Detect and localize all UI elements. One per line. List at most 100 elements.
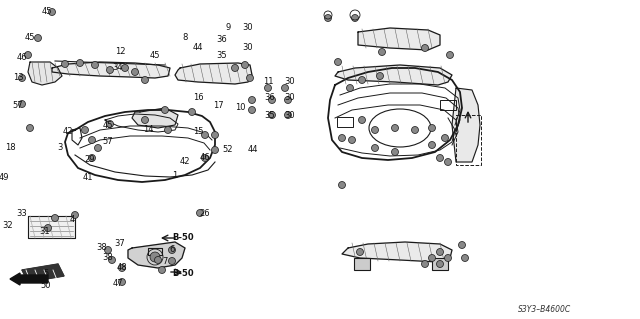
Circle shape: [168, 257, 175, 264]
Circle shape: [106, 66, 113, 73]
Text: 46: 46: [200, 153, 211, 162]
Circle shape: [429, 255, 435, 262]
Polygon shape: [132, 108, 178, 128]
Text: 33: 33: [17, 209, 28, 218]
Circle shape: [159, 266, 166, 273]
Circle shape: [339, 135, 346, 142]
Text: 38: 38: [102, 254, 113, 263]
Circle shape: [88, 137, 95, 144]
Circle shape: [118, 264, 125, 271]
Text: 37: 37: [115, 240, 125, 249]
Circle shape: [122, 64, 129, 71]
Bar: [354, 258, 370, 270]
Circle shape: [150, 252, 160, 262]
Text: 45: 45: [150, 51, 160, 61]
Circle shape: [161, 107, 168, 114]
Circle shape: [378, 48, 385, 56]
Circle shape: [349, 137, 355, 144]
Circle shape: [24, 51, 31, 58]
Polygon shape: [452, 88, 480, 162]
Text: 26: 26: [200, 209, 211, 218]
Circle shape: [109, 256, 115, 263]
Text: 30: 30: [285, 78, 295, 86]
Circle shape: [356, 249, 364, 256]
Text: B-50: B-50: [172, 233, 194, 241]
Text: 1: 1: [172, 170, 178, 180]
Bar: [440, 100, 456, 110]
Circle shape: [19, 75, 26, 81]
Text: 18: 18: [4, 144, 15, 152]
Circle shape: [19, 100, 26, 108]
Text: 50: 50: [41, 281, 51, 291]
Text: 31: 31: [40, 227, 51, 236]
Circle shape: [81, 127, 88, 133]
Text: S3Y3–B4600C: S3Y3–B4600C: [518, 306, 572, 315]
Text: 45: 45: [42, 8, 52, 17]
Text: 52: 52: [223, 145, 233, 154]
Circle shape: [49, 9, 56, 16]
Text: 7: 7: [163, 256, 168, 265]
Circle shape: [232, 64, 239, 71]
Text: 12: 12: [115, 48, 125, 56]
Circle shape: [351, 14, 358, 21]
Circle shape: [458, 241, 465, 249]
Circle shape: [436, 249, 444, 256]
Circle shape: [445, 159, 451, 166]
Text: 17: 17: [212, 101, 223, 110]
Text: 30: 30: [243, 43, 253, 53]
Text: 8: 8: [182, 33, 188, 42]
Text: 6: 6: [170, 244, 175, 254]
Circle shape: [285, 112, 291, 118]
Circle shape: [358, 77, 365, 84]
Circle shape: [392, 149, 399, 155]
Circle shape: [168, 247, 175, 254]
Text: 4: 4: [69, 214, 75, 224]
Circle shape: [371, 145, 378, 152]
Circle shape: [72, 211, 79, 219]
Circle shape: [429, 142, 435, 149]
Circle shape: [202, 154, 209, 161]
Circle shape: [285, 97, 291, 103]
Text: 9: 9: [225, 24, 230, 33]
Circle shape: [141, 116, 148, 123]
Circle shape: [246, 75, 253, 81]
FancyArrow shape: [10, 273, 48, 285]
Text: 44: 44: [193, 43, 204, 53]
Circle shape: [61, 61, 68, 68]
Circle shape: [436, 261, 444, 268]
Text: 35: 35: [217, 51, 227, 61]
Circle shape: [26, 124, 33, 131]
Circle shape: [248, 107, 255, 114]
Text: 35: 35: [265, 112, 275, 121]
Text: 10: 10: [235, 103, 245, 113]
Circle shape: [358, 116, 365, 123]
Text: 29: 29: [84, 155, 95, 165]
Text: 16: 16: [193, 93, 204, 102]
Circle shape: [241, 62, 248, 69]
Circle shape: [164, 127, 172, 133]
Text: 48: 48: [116, 263, 127, 272]
Circle shape: [335, 58, 342, 65]
Circle shape: [339, 182, 346, 189]
Circle shape: [461, 255, 468, 262]
Circle shape: [154, 256, 161, 263]
Circle shape: [422, 261, 429, 268]
Circle shape: [442, 135, 449, 142]
Circle shape: [447, 51, 454, 58]
Circle shape: [95, 145, 102, 152]
Text: 32: 32: [3, 221, 13, 231]
Polygon shape: [175, 63, 252, 84]
Text: 41: 41: [83, 174, 93, 182]
Bar: [432, 258, 448, 270]
Polygon shape: [28, 62, 62, 85]
Circle shape: [106, 121, 113, 128]
Circle shape: [141, 77, 148, 84]
Text: 42: 42: [180, 158, 190, 167]
Text: 46: 46: [17, 53, 28, 62]
Text: 11: 11: [263, 78, 273, 86]
Text: 42: 42: [63, 128, 73, 137]
Circle shape: [211, 146, 218, 153]
Circle shape: [264, 85, 271, 92]
Circle shape: [376, 72, 383, 79]
Circle shape: [324, 14, 332, 21]
